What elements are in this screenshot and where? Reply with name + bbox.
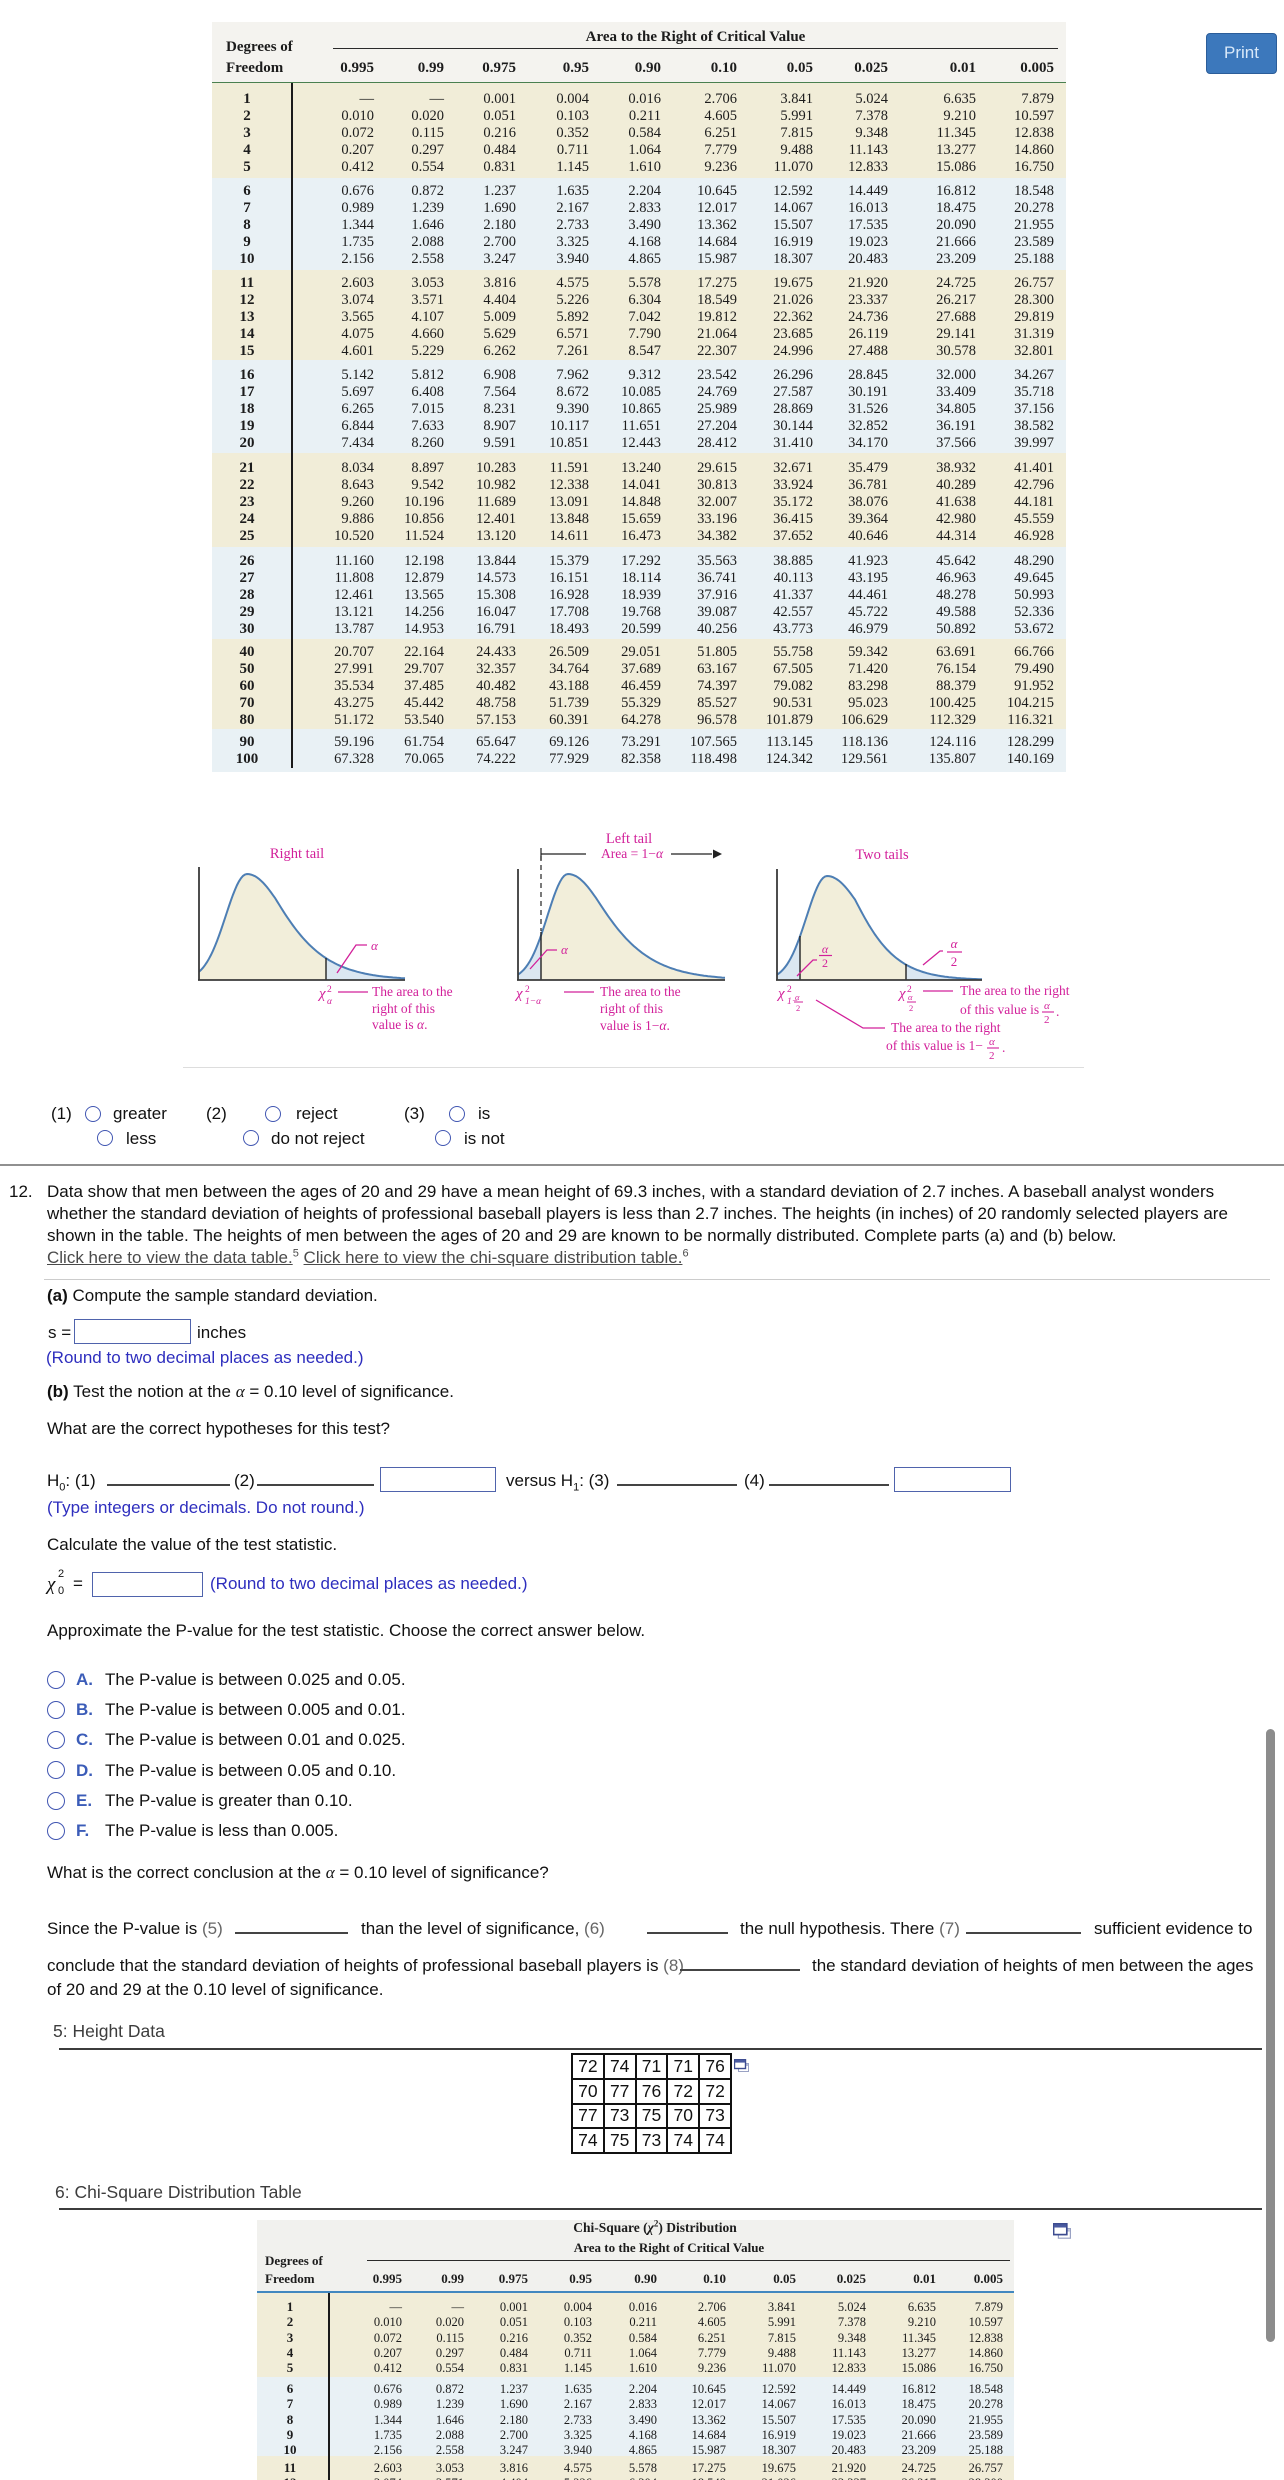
svg-text:α: α [951,936,959,951]
svg-text:α: α [561,942,569,957]
svg-text:α: α [371,938,379,953]
svg-text:2: 2 [909,1003,913,1013]
svg-text:2: 2 [822,956,828,970]
svg-text:.: . [1002,1040,1005,1055]
svg-text:2: 2 [796,1003,800,1013]
svg-text:right of this: right of this [600,1001,663,1016]
svg-text:Two tails: Two tails [855,847,909,863]
svg-text:α: α [989,1036,995,1048]
svg-text:1−: 1− [787,997,798,1007]
svg-text:Left tail: Left tail [606,831,652,847]
svg-text:2: 2 [1044,1014,1050,1026]
svg-text:of this value is 1−: of this value is 1− [886,1038,983,1053]
svg-text:2: 2 [989,1050,995,1062]
svg-text:χ: χ [776,986,785,1002]
svg-text:value is 1−α.: value is 1−α. [600,1018,670,1033]
svg-text:α: α [822,942,829,956]
svg-text:2: 2 [951,954,958,969]
svg-text:2: 2 [787,985,792,995]
svg-text:2: 2 [327,985,332,995]
svg-text:of this value is: of this value is [960,1002,1039,1017]
svg-text:value is α.: value is α. [372,1017,427,1032]
svg-text:.: . [1056,1004,1059,1019]
svg-text:χ: χ [897,986,906,1002]
svg-text:The area to the right: The area to the right [891,1020,1001,1035]
svg-text:The area to the: The area to the [600,984,681,999]
svg-text:α: α [327,997,333,1007]
svg-text:1−α: 1−α [525,997,542,1007]
svg-text:Area = 1−α: Area = 1−α [601,846,664,861]
svg-text:α: α [908,992,913,1002]
svg-text:The area to the: The area to the [372,984,453,999]
svg-text:right of this: right of this [372,1001,435,1016]
svg-text:α: α [1044,1000,1050,1012]
svg-text:χ: χ [317,986,326,1002]
svg-text:2: 2 [907,985,912,995]
svg-text:Right tail: Right tail [270,846,324,862]
svg-text:α: α [795,992,800,1002]
svg-text:The area to the right: The area to the right [960,983,1070,998]
svg-text:2: 2 [525,985,530,995]
svg-text:χ: χ [514,986,523,1002]
